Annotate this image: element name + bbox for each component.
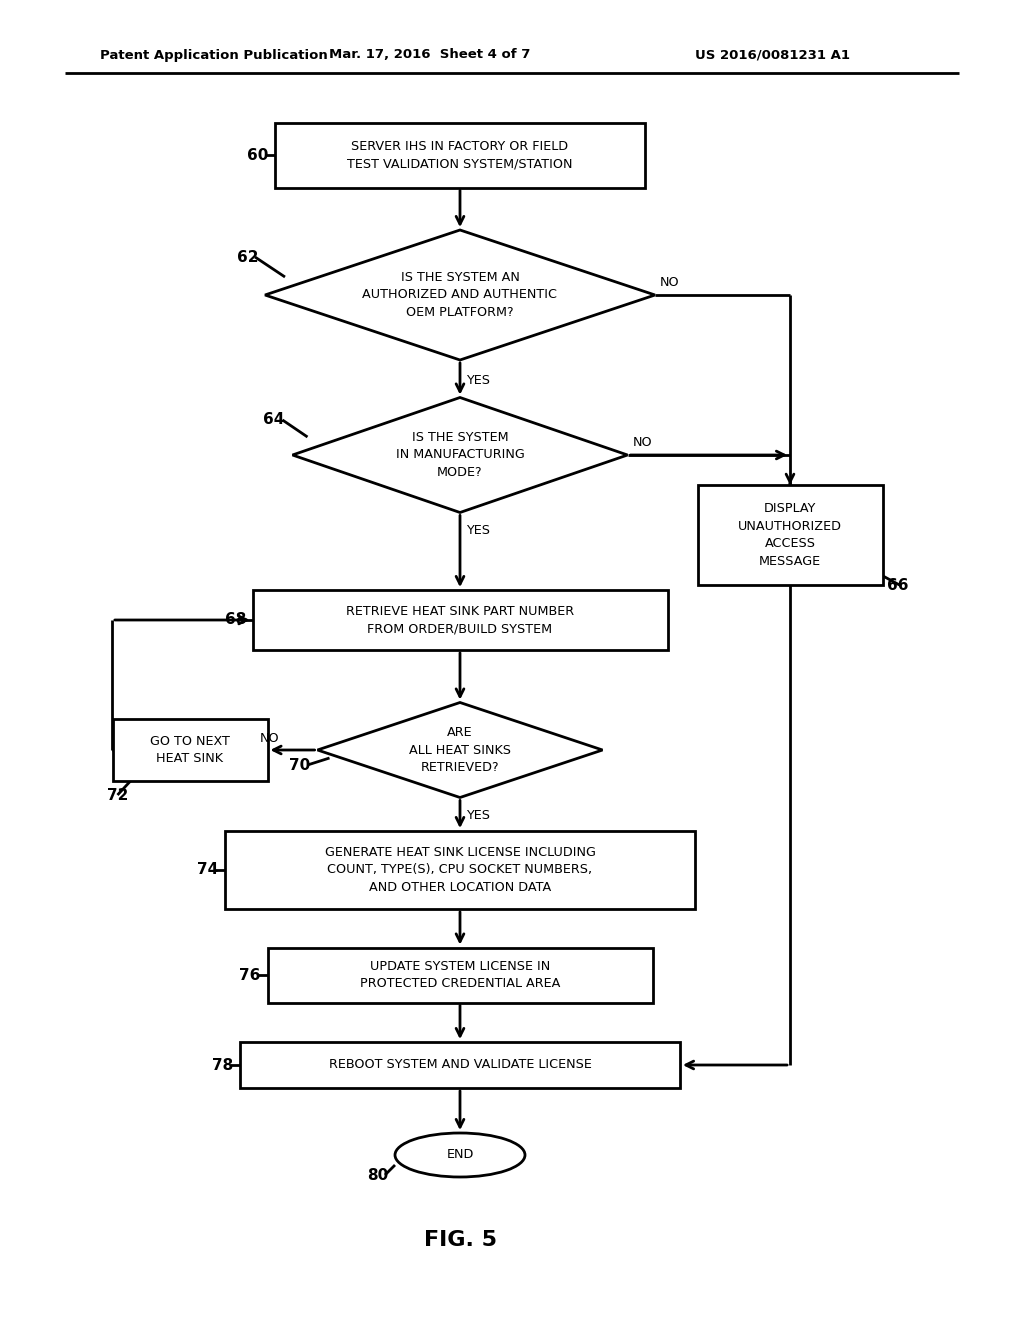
Text: YES: YES xyxy=(466,524,490,537)
Text: 76: 76 xyxy=(240,968,261,982)
Text: Mar. 17, 2016  Sheet 4 of 7: Mar. 17, 2016 Sheet 4 of 7 xyxy=(330,49,530,62)
Text: ARE
ALL HEAT SINKS
RETRIEVED?: ARE ALL HEAT SINKS RETRIEVED? xyxy=(409,726,511,774)
Text: 66: 66 xyxy=(888,578,909,593)
Text: 68: 68 xyxy=(224,612,246,627)
Ellipse shape xyxy=(395,1133,525,1177)
Text: SERVER IHS IN FACTORY OR FIELD
TEST VALIDATION SYSTEM/STATION: SERVER IHS IN FACTORY OR FIELD TEST VALI… xyxy=(347,140,572,170)
Text: NO: NO xyxy=(660,276,680,289)
Text: 72: 72 xyxy=(108,788,129,803)
Text: 74: 74 xyxy=(197,862,218,878)
Text: IS THE SYSTEM AN
AUTHORIZED AND AUTHENTIC
OEM PLATFORM?: IS THE SYSTEM AN AUTHORIZED AND AUTHENTI… xyxy=(362,271,557,319)
Polygon shape xyxy=(265,230,655,360)
Bar xyxy=(225,832,695,909)
Text: YES: YES xyxy=(466,374,490,387)
Text: REBOOT SYSTEM AND VALIDATE LICENSE: REBOOT SYSTEM AND VALIDATE LICENSE xyxy=(329,1059,592,1072)
Text: NO: NO xyxy=(633,437,652,450)
Text: 80: 80 xyxy=(367,1167,388,1183)
Text: 62: 62 xyxy=(237,249,258,264)
Text: NO: NO xyxy=(259,731,280,744)
Text: GENERATE HEAT SINK LICENSE INCLUDING
COUNT, TYPE(S), CPU SOCKET NUMBERS,
AND OTH: GENERATE HEAT SINK LICENSE INCLUDING COU… xyxy=(325,846,595,894)
Bar xyxy=(697,484,883,585)
Text: YES: YES xyxy=(466,809,490,822)
Text: DISPLAY
UNAUTHORIZED
ACCESS
MESSAGE: DISPLAY UNAUTHORIZED ACCESS MESSAGE xyxy=(738,502,842,568)
Text: Patent Application Publication: Patent Application Publication xyxy=(100,49,328,62)
Text: 70: 70 xyxy=(290,758,310,772)
Bar xyxy=(267,948,652,1002)
Bar xyxy=(240,1041,680,1088)
Text: UPDATE SYSTEM LICENSE IN
PROTECTED CREDENTIAL AREA: UPDATE SYSTEM LICENSE IN PROTECTED CREDE… xyxy=(359,960,560,990)
Bar xyxy=(275,123,645,187)
Bar xyxy=(253,590,668,649)
Text: FIG. 5: FIG. 5 xyxy=(424,1230,497,1250)
Text: 60: 60 xyxy=(247,148,268,162)
Bar xyxy=(113,719,267,781)
Text: GO TO NEXT
HEAT SINK: GO TO NEXT HEAT SINK xyxy=(151,735,230,766)
Text: END: END xyxy=(446,1148,474,1162)
Text: 78: 78 xyxy=(212,1057,233,1072)
Text: IS THE SYSTEM
IN MANUFACTURING
MODE?: IS THE SYSTEM IN MANUFACTURING MODE? xyxy=(395,432,524,479)
Polygon shape xyxy=(317,702,602,797)
Text: 64: 64 xyxy=(262,412,284,428)
Polygon shape xyxy=(293,397,628,512)
Text: US 2016/0081231 A1: US 2016/0081231 A1 xyxy=(695,49,850,62)
Text: RETRIEVE HEAT SINK PART NUMBER
FROM ORDER/BUILD SYSTEM: RETRIEVE HEAT SINK PART NUMBER FROM ORDE… xyxy=(346,605,574,635)
